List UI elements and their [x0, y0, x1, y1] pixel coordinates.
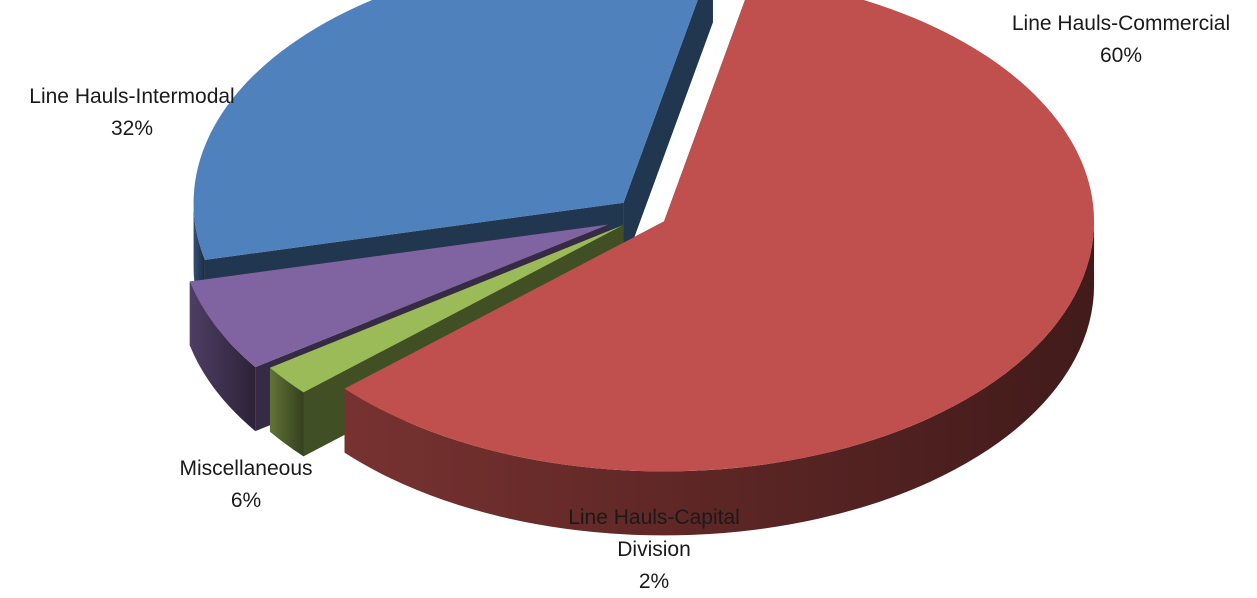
slice-cut-wall-line-hauls-intermodal-end [623, 0, 713, 267]
slice-outer-wall-miscellaneous [189, 281, 256, 432]
slice-outer-wall-line-hauls-capital-division [269, 367, 304, 457]
slice-label-miscellaneous: Miscellaneous 6% [179, 453, 312, 517]
slice-line-hauls-capital-division [269, 225, 624, 393]
slice-line-hauls-intermodal [193, 0, 698, 260]
slice-tops [189, 0, 1095, 472]
slice-outer-wall-line-hauls-commercial [344, 221, 1095, 536]
slice-percent: 32% [110, 117, 154, 140]
slice-percent: 60% [1099, 44, 1143, 67]
slice-name: Miscellaneous [179, 457, 313, 480]
slice-name-line-2: Division [617, 538, 691, 561]
slice-name-line-1: Line Hauls-Capital [568, 506, 740, 529]
slice-label-line-hauls-intermodal: Line Hauls-Intermodal 32% [29, 81, 234, 145]
slice-percent: 6% [230, 489, 262, 512]
slice-label-line-hauls-capital-division: Line Hauls-Capital Division 2% [568, 502, 740, 598]
slice-name: Line Hauls-Intermodal [29, 85, 235, 108]
slice-percent: 2% [638, 570, 670, 593]
slice-miscellaneous [189, 224, 609, 368]
slice-name: Line Hauls-Commercial [1011, 12, 1231, 35]
slice-line-hauls-commercial [344, 0, 1095, 472]
slice-label-line-hauls-commercial: Line Hauls-Commercial 60% [1012, 8, 1230, 72]
